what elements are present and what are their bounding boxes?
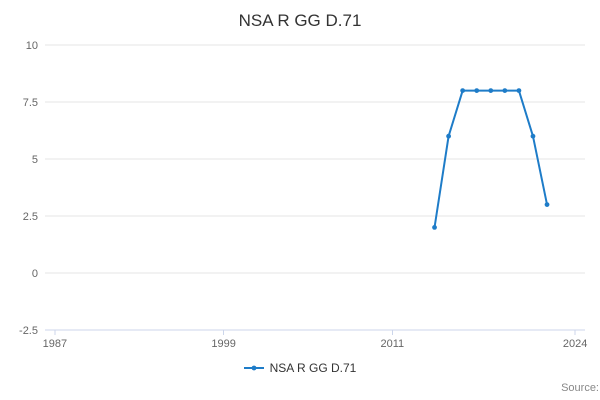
series-marker — [446, 133, 451, 139]
chart-title: NSA R GG D.71 — [238, 11, 362, 30]
legend-label: NSA R GG D.71 — [269, 361, 357, 375]
source-label: Source: — [561, 382, 599, 394]
series-marker — [488, 88, 494, 93]
x-axis-tick-label: 1987 — [43, 338, 67, 350]
x-axis-tick-label: 2024 — [563, 338, 587, 350]
series-marker — [516, 88, 522, 93]
series-marker — [432, 225, 437, 230]
y-axis-tick-label: -2.5 — [19, 325, 38, 337]
legend-item[interactable]: NSA R GG D.71 — [0, 361, 600, 375]
x-axis-tick-label: 2011 — [381, 338, 405, 350]
series-marker — [544, 202, 550, 208]
y-axis-tick-label: 0 — [32, 268, 38, 280]
legend-marker-dot — [251, 365, 257, 371]
series-marker — [474, 88, 480, 93]
series-marker — [460, 88, 466, 93]
x-axis-tick-label: 1999 — [211, 338, 235, 350]
legend-line-marker-icon — [243, 365, 264, 371]
y-axis-tick-label: 7.5 — [23, 97, 38, 109]
series-marker — [530, 133, 536, 139]
y-axis-tick-label: 10 — [26, 40, 38, 52]
y-axis-tick-label: 2.5 — [23, 211, 38, 223]
y-axis-tick-label: 5 — [32, 154, 38, 166]
series-marker — [502, 88, 508, 93]
